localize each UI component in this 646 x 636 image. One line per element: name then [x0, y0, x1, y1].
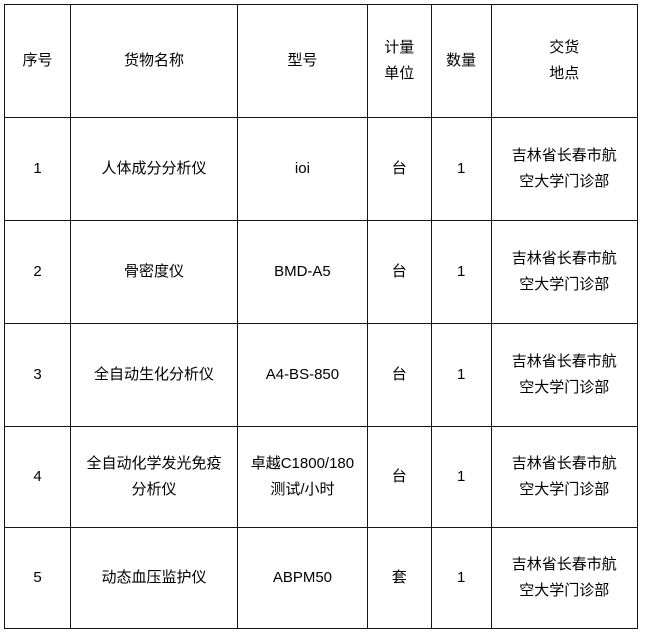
cell-unit: 台: [366, 117, 432, 221]
table-row: 4 全自动化学发光免疫 分析仪 卓越C1800/180 测试/小时 台 1 吉林…: [4, 426, 639, 528]
cell-model: ioi: [236, 117, 368, 221]
cell-name-line1: 全自动化学发光免疫: [86, 454, 222, 472]
table-row: 2 骨密度仪 BMD-A5 台 1 吉林省长春市航 空大学门诊部: [4, 220, 639, 324]
cell-place-line2: 空大学门诊部: [519, 379, 610, 396]
document-page: 序号 货物名称 型号 计量 单位 数量 交货 地点: [0, 4, 646, 636]
column-header-place-line2: 地点: [549, 65, 580, 82]
column-header-model: 型号: [236, 4, 368, 118]
cell-place-line1: 吉林省长春市航: [511, 352, 617, 370]
cell-place: 吉林省长春市航 空大学门诊部: [490, 323, 639, 427]
cell-place-line1: 吉林省长春市航: [511, 249, 617, 267]
cell-name-line: 全自动生化分析仪: [93, 365, 214, 383]
cell-no: 5: [4, 527, 71, 629]
cell-unit: 套: [366, 527, 432, 629]
column-header-model-label: 型号: [287, 51, 318, 69]
cell-name: 全自动化学发光免疫 分析仪: [69, 426, 238, 528]
cell-no: 2: [4, 220, 71, 324]
cell-name-line: 动态血压监护仪: [101, 568, 207, 586]
cell-name: 骨密度仪: [69, 220, 238, 324]
column-header-place-line1: 交货: [549, 38, 580, 56]
cell-model-line: BMD-A5: [274, 262, 331, 280]
table-header-row: 序号 货物名称 型号 计量 单位 数量 交货 地点: [4, 4, 639, 118]
cell-model: 卓越C1800/180 测试/小时: [236, 426, 368, 528]
goods-table: 序号 货物名称 型号 计量 单位 数量 交货 地点: [4, 4, 639, 629]
cell-place: 吉林省长春市航 空大学门诊部: [490, 220, 639, 324]
table-header: 序号 货物名称 型号 计量 单位 数量 交货 地点: [4, 4, 639, 118]
cell-no: 4: [4, 426, 71, 528]
column-header-unit-line1: 计量: [384, 38, 415, 56]
cell-qty: 1: [430, 527, 492, 629]
cell-model: BMD-A5: [236, 220, 368, 324]
cell-name: 动态血压监护仪: [69, 527, 238, 629]
cell-place-line2: 空大学门诊部: [519, 276, 610, 293]
cell-name-line2: 分析仪: [131, 481, 177, 498]
cell-qty: 1: [430, 426, 492, 528]
column-header-unit: 计量 单位: [366, 4, 432, 118]
cell-unit: 台: [366, 220, 432, 324]
cell-model: A4-BS-850: [236, 323, 368, 427]
cell-place-line1: 吉林省长春市航: [511, 555, 617, 573]
column-header-no: 序号: [4, 4, 71, 118]
cell-place-line2: 空大学门诊部: [519, 173, 610, 190]
cell-model-line: ABPM50: [272, 568, 333, 586]
cell-place-line2: 空大学门诊部: [519, 481, 610, 498]
column-header-qty-label: 数量: [446, 51, 477, 69]
cell-model-line2: 测试/小时: [270, 481, 335, 498]
cell-qty: 1: [430, 117, 492, 221]
column-header-name: 货物名称: [69, 4, 238, 118]
table-row: 3 全自动生化分析仪 A4-BS-850 台 1 吉林省长春市航 空大学门诊部: [4, 323, 639, 427]
cell-model-line1: 卓越C1800/180: [250, 454, 355, 472]
cell-qty: 1: [430, 323, 492, 427]
table-row: 5 动态血压监护仪 ABPM50 套 1 吉林省长春市航 空大学门诊部: [4, 527, 639, 629]
table-body: 1 人体成分分析仪 ioi 台 1 吉林省长春市航 空大学门诊部 2 骨密度仪: [4, 117, 639, 629]
column-header-name-label: 货物名称: [123, 51, 184, 69]
column-header-no-label: 序号: [22, 51, 53, 69]
cell-place: 吉林省长春市航 空大学门诊部: [490, 117, 639, 221]
cell-name: 人体成分分析仪: [69, 117, 238, 221]
column-header-qty: 数量: [430, 4, 492, 118]
cell-name-line: 人体成分分析仪: [101, 159, 207, 177]
cell-place-line1: 吉林省长春市航: [511, 146, 617, 164]
cell-unit: 台: [366, 323, 432, 427]
column-header-place: 交货 地点: [490, 4, 639, 118]
cell-unit: 台: [366, 426, 432, 528]
cell-model: ABPM50: [236, 527, 368, 629]
cell-no: 3: [4, 323, 71, 427]
cell-place: 吉林省长春市航 空大学门诊部: [490, 426, 639, 528]
cell-place-line1: 吉林省长春市航: [511, 454, 617, 472]
cell-qty: 1: [430, 220, 492, 324]
cell-model-line: A4-BS-850: [265, 365, 340, 383]
table-row: 1 人体成分分析仪 ioi 台 1 吉林省长春市航 空大学门诊部: [4, 117, 639, 221]
column-header-unit-line2: 单位: [384, 65, 415, 82]
cell-name-line: 骨密度仪: [123, 262, 184, 280]
cell-model-line: ioi: [294, 159, 310, 177]
cell-place: 吉林省长春市航 空大学门诊部: [490, 527, 639, 629]
cell-name: 全自动生化分析仪: [69, 323, 238, 427]
cell-place-line2: 空大学门诊部: [519, 582, 610, 599]
cell-no: 1: [4, 117, 71, 221]
